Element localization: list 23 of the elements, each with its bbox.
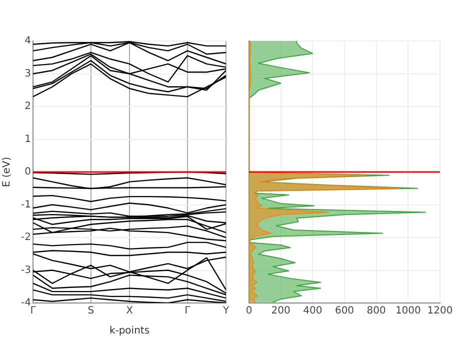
y-axis-title: E (eV) [2,156,13,188]
y-tick-label: -2 [21,232,31,244]
y-tick-label: -1 [21,199,31,210]
x-tick-label: 1000 [395,306,421,317]
y-tick-label: -3 [21,264,31,276]
x-tick-label: 800 [366,306,386,317]
x-tick-label: 400 [303,306,322,317]
x-tick-label: 200 [271,306,290,317]
x-tick-label: 600 [334,306,354,317]
y-tick-label: 4 [24,36,31,47]
x-tick-label: Y [222,306,230,317]
x-axis-title: k-points [109,326,150,337]
x-tick-label: Γ [184,306,191,317]
y-tick-label: -4 [21,298,31,309]
y-tick-label: 3 [24,68,31,80]
x-tick-label: X [126,306,134,317]
x-tick-label: Γ [30,306,36,317]
y-tick-label: 1 [24,134,31,145]
y-tick-label: 2 [24,101,31,112]
x-tick-label: S [88,306,94,317]
x-tick-label: 1200 [427,306,453,317]
x-tick-label: 0 [246,306,252,317]
y-tick-label: 0 [24,166,31,178]
